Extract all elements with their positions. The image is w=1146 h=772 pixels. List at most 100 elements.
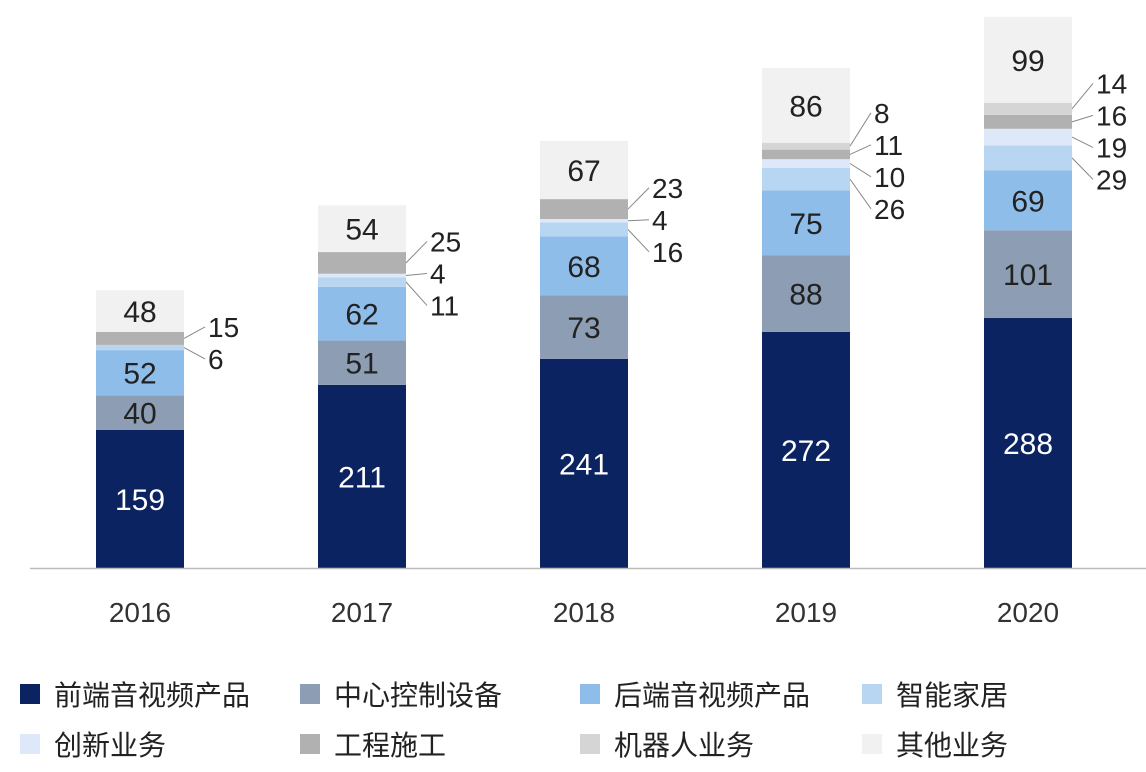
bar-segment [762,190,850,256]
x-tick-label: 2018 [553,597,615,628]
data-label: 86 [789,90,822,123]
bar-segment [762,159,850,168]
legend-item: 中心控制设备 [300,674,502,714]
bar-segment [540,295,628,359]
legend-label: 工程施工 [334,729,447,762]
data-label: 48 [123,296,156,329]
data-label: 101 [1003,259,1053,292]
bar-segment [540,358,628,568]
leader-line [627,219,650,222]
leader-line [183,347,206,360]
data-label: 67 [567,155,600,188]
data-label: 88 [789,279,822,312]
bar-segment [762,331,850,568]
data-label: 26 [874,194,905,225]
data-label: 16 [1096,100,1127,131]
bar-segment [96,395,184,430]
leader-line [183,326,206,339]
bar-segment [984,170,1072,231]
leader-line [1071,136,1094,148]
legend-item: 机器人业务 [580,724,754,764]
leader-line [405,241,428,264]
legend-item: 智能家居 [862,674,1008,714]
x-tick-label: 2016 [109,597,171,628]
data-label: 14 [1096,68,1127,99]
legend-swatch [580,734,600,754]
bar-segment [96,429,184,568]
bar-segment [984,128,1072,146]
data-label: 159 [115,484,165,517]
data-label: 272 [781,435,831,468]
x-tick-label: 2017 [331,597,393,628]
data-label: 75 [789,208,822,241]
legend-swatch [580,684,600,704]
legend-swatch [300,684,320,704]
bar-segment [540,219,628,223]
bar-segment [540,140,628,200]
legend-swatch [862,734,882,754]
leader-line [1071,157,1094,180]
data-label: 19 [1096,132,1127,163]
legend-label: 中心控制设备 [334,679,503,712]
bar-segment [984,114,1072,129]
leader-line [405,272,428,276]
legend-item: 其他业务 [862,724,1008,764]
data-label: 51 [345,348,378,381]
leader-line [849,144,872,155]
data-label: 54 [345,214,378,247]
legend-label: 其他业务 [896,729,1009,762]
leader-line [849,112,872,147]
legend-label: 前端音视频产品 [54,679,251,712]
bar-segment [318,273,406,278]
bar-segment [318,277,406,287]
data-label: 10 [874,162,905,193]
legend-label: 创新业务 [54,729,167,762]
legend-item: 创新业务 [20,724,166,764]
data-label: 8 [874,98,890,129]
data-label: 4 [652,205,668,236]
leader-line [405,281,428,306]
data-label: 23 [652,173,683,204]
data-label: 69 [1011,185,1044,218]
x-tick-label: 2019 [775,597,837,628]
data-label: 68 [567,251,600,284]
bar-segment [540,222,628,237]
bar-segment [318,384,406,568]
data-label: 99 [1011,45,1044,78]
bar-segment [540,236,628,296]
data-label: 16 [652,237,683,268]
legend-label: 后端音视频产品 [614,679,811,712]
legend-label: 智能家居 [896,679,1009,712]
legend-item: 后端音视频产品 [580,674,810,714]
data-label: 11 [430,290,459,321]
bar-segment [318,340,406,385]
data-label: 52 [123,358,156,391]
leader-line [627,187,650,210]
legend-label: 机器人业务 [614,729,755,762]
bar-segment [984,145,1072,171]
leader-line [1071,114,1094,123]
bar-segment [984,102,1072,115]
data-label: 62 [345,299,378,332]
leader-line [1071,83,1094,110]
bar-segment [540,199,628,220]
x-tick-label: 2020 [997,597,1059,628]
bar-segment [762,142,850,150]
data-label: 25 [430,226,461,257]
bar-segment [318,252,406,274]
bar-segment [984,16,1072,103]
data-label: 73 [567,312,600,345]
legend-swatch [862,684,882,704]
data-label: 288 [1003,428,1053,461]
bar-segment [96,290,184,332]
bar-segment [96,350,184,396]
bar-segment [96,331,184,345]
legend-item: 工程施工 [300,724,446,764]
bar-segment [762,149,850,160]
bar-segment [318,205,406,253]
bar-segment [984,318,1072,568]
data-label: 40 [123,398,156,431]
leader-line [627,229,650,253]
bar-segment [762,68,850,143]
